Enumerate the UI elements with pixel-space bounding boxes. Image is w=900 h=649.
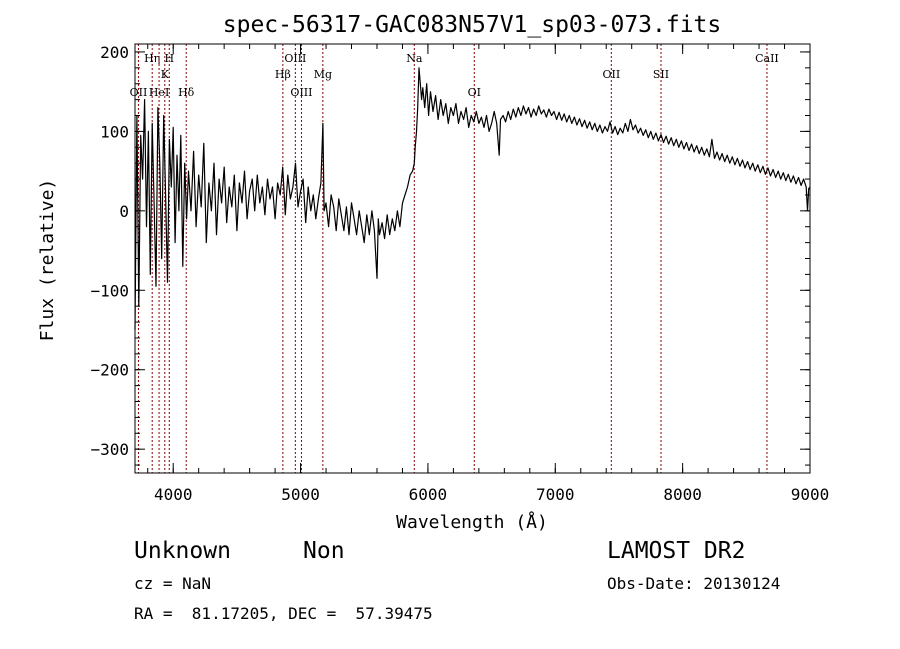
y-tick-label: −200 <box>90 361 129 380</box>
x-tick-label: 6000 <box>409 485 448 504</box>
x-axis-label: Wavelength (Å) <box>396 511 548 533</box>
spectral-line-label: Mg <box>314 68 332 81</box>
x-tick-label: 4000 <box>154 485 193 504</box>
y-axis-label: Flux (relative) <box>37 179 58 342</box>
x-tick-label: 8000 <box>663 485 702 504</box>
x-tick-label: 9000 <box>791 485 830 504</box>
spectral-line-label: K <box>161 68 170 81</box>
spectrum-line <box>134 67 811 331</box>
y-tick-label: −300 <box>90 440 129 459</box>
spectral-line-label: HeI <box>149 86 169 99</box>
spectral-line-label: OII <box>130 86 148 99</box>
spectral-line-label: Hη <box>144 52 160 65</box>
y-tick-label: 200 <box>100 43 129 62</box>
redshift-cz: cz = NaN <box>134 574 212 593</box>
spectral-line-label: OIII <box>290 86 312 99</box>
axes: 4000 5000 6000 7000 8000 9000 200 100 0 −100 −200 −… <box>90 43 829 504</box>
spectral-line-label: SII <box>653 68 669 81</box>
plot-frame <box>134 43 811 474</box>
spectral-line-label: CaII <box>755 52 779 65</box>
spectral-line-label: OI <box>468 86 481 99</box>
object-class: Unknown <box>134 538 231 564</box>
spectral-line-label: H <box>164 52 174 65</box>
spectral-line-label: Na <box>406 52 423 65</box>
x-tick-label: 5000 <box>281 485 320 504</box>
survey-name: LAMOST DR2 <box>607 538 746 564</box>
chart-title: spec-56317-GAC083N57V1_sp03-073.fits <box>223 12 722 38</box>
spectral-line-label: OIII <box>284 52 306 65</box>
observation-date: Obs-Date: 20130124 <box>607 574 781 593</box>
spectral-line-label: Hδ <box>178 86 195 99</box>
y-tick-label: 100 <box>100 122 129 141</box>
y-tick-label: 0 <box>119 202 129 221</box>
spectrum-series <box>134 67 811 331</box>
spectral-line-label: Hβ <box>275 68 291 81</box>
x-tick-label: 7000 <box>536 485 575 504</box>
y-tick-label: −100 <box>90 281 129 300</box>
spectral-line-label: OII <box>602 68 620 81</box>
object-subclass: Non <box>303 538 345 564</box>
ra-dec-coordinates: RA = 81.17205, DEC = 57.39475 <box>134 604 433 623</box>
